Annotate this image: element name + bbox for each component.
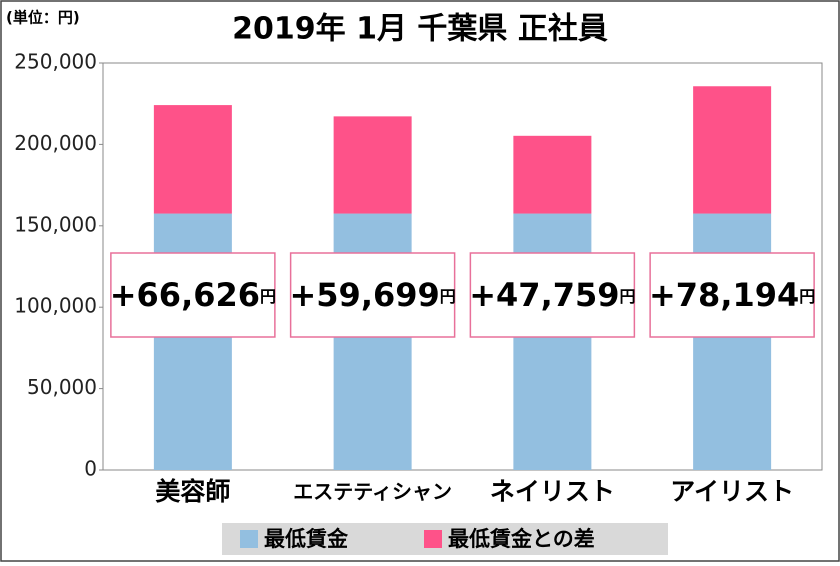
legend-label: 最低賃金との差 <box>448 527 595 551</box>
x-tick-label: ネイリスト <box>490 477 615 506</box>
value-label-number: +78,194 <box>649 276 799 314</box>
chart-title: 2019年 1月 千葉県 正社員 <box>232 12 608 47</box>
x-tick-label: 美容師 <box>155 477 230 506</box>
x-tick-label: エステティシャン <box>293 480 452 504</box>
value-label: +59,699円 <box>289 276 455 314</box>
value-label-unit: 円 <box>440 287 456 306</box>
label-box <box>110 252 276 338</box>
y-tick-label: 150,000 <box>14 212 97 236</box>
plot-area <box>102 62 823 471</box>
value-label-number: +66,626 <box>110 276 260 314</box>
value-label-number: +47,759 <box>469 276 619 314</box>
bar-segment <box>693 86 772 214</box>
label-box <box>469 252 636 338</box>
value-label-unit: 円 <box>799 287 815 306</box>
legend-label: 最低賃金 <box>264 527 349 551</box>
legend-swatch <box>424 530 442 548</box>
value-label: +66,626円 <box>110 276 276 314</box>
bar-segment <box>333 116 412 214</box>
y-tick-label: 250,000 <box>14 50 97 74</box>
value-label-unit: 円 <box>260 287 276 306</box>
x-tick-label: アイリスト <box>670 477 794 506</box>
y-tick-label: 50,000 <box>27 375 97 399</box>
y-tick-label: 0 <box>84 457 97 481</box>
value-label: +78,194円 <box>649 276 815 314</box>
legend-swatch <box>240 530 258 548</box>
bar-segment <box>153 105 232 214</box>
label-box <box>649 252 815 338</box>
value-label-number: +59,699 <box>289 276 439 314</box>
unit-note: (単位：円) <box>6 9 80 27</box>
bar-segment <box>513 213 592 470</box>
value-label: +47,759円 <box>469 276 635 314</box>
legend-box <box>222 523 668 555</box>
bar-segment <box>153 213 232 470</box>
label-box <box>289 252 456 338</box>
bar-segment <box>693 213 772 470</box>
value-label-unit: 円 <box>620 287 636 306</box>
bar-segment <box>513 135 592 214</box>
bar-segment <box>333 213 412 470</box>
y-tick-label: 200,000 <box>14 131 97 155</box>
y-tick-label: 100,000 <box>14 294 97 318</box>
